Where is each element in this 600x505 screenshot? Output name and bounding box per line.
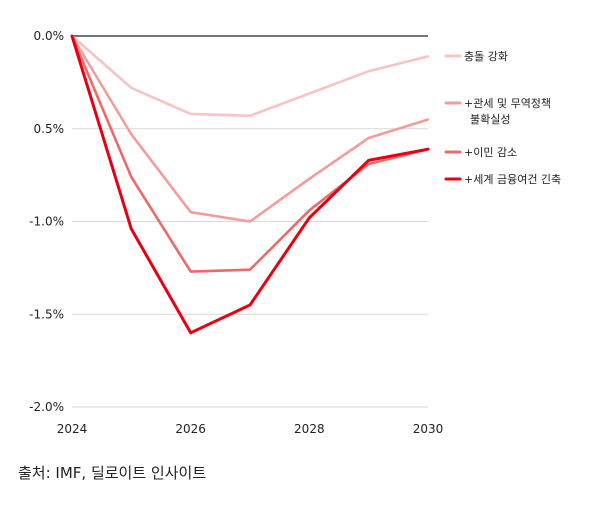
legend-label: 불확실성 — [470, 113, 510, 126]
legend-label: 충돌 강화 — [464, 50, 508, 63]
line-chart: 0.0% 0.5% -1.0% -1.5% -2.0% 2024 2026 2028 2030… — [29, 29, 561, 436]
x-axis-ticks: 2024 2026 2028 2030 — [57, 422, 444, 436]
series-line-4 — [70, 34, 430, 335]
x-tick-label: 2030 — [413, 422, 444, 436]
y-tick-label: -1.5% — [29, 307, 64, 321]
legend-label: +세계 금융여건 긴축 — [464, 173, 561, 186]
x-tick-label: 2028 — [294, 422, 325, 436]
x-tick-label: 2026 — [175, 422, 206, 436]
legend-label: +관세 및 무역정책 — [464, 97, 551, 110]
series-line-1 — [70, 34, 430, 118]
y-tick-label: 0.0% — [34, 29, 65, 43]
y-tick-label: -2.0% — [29, 400, 64, 414]
y-tick-label: 0.5% — [34, 122, 65, 136]
series-line-2 — [70, 34, 430, 223]
source-note: 출처: IMF, 딜로이트 인사이트 — [18, 464, 207, 482]
series-lines — [70, 34, 430, 335]
x-tick-label: 2024 — [57, 422, 88, 436]
legend-label: +이민 감소 — [464, 146, 517, 159]
y-tick-label: -1.0% — [29, 215, 64, 229]
y-axis-ticks: 0.0% 0.5% -1.0% -1.5% -2.0% — [29, 29, 64, 414]
series-line-3 — [70, 34, 430, 273]
